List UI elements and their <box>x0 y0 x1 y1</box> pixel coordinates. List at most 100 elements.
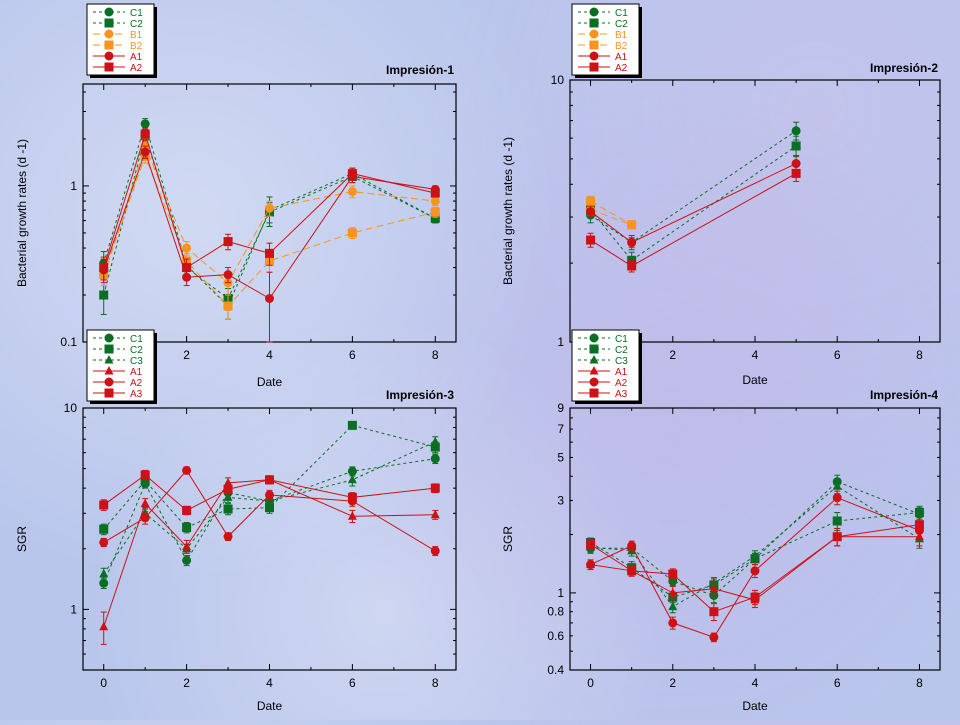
x-tick-label: 6 <box>834 348 841 362</box>
legend-label: C3 <box>130 356 143 367</box>
data-point <box>347 511 357 520</box>
legend-marker <box>589 366 599 375</box>
legend-marker <box>589 333 599 343</box>
series-line <box>590 145 797 261</box>
x-tick-label: 4 <box>266 676 273 690</box>
x-tick-label: 6 <box>834 676 841 690</box>
data-point <box>182 505 192 515</box>
legend-marker <box>589 29 599 39</box>
plot-frame <box>569 79 941 343</box>
data-point <box>140 119 150 129</box>
data-point <box>668 601 678 611</box>
data-point <box>223 301 233 311</box>
y-tick-label: 10 <box>64 401 78 415</box>
x-axis-label: Date <box>742 699 768 713</box>
data-point <box>265 248 274 258</box>
legend-label: B1 <box>615 30 628 41</box>
chart-panel-1: 0.1 1 2 4 6 8 Date Bacterial growth rates (d -1… <box>15 63 457 389</box>
data-point <box>430 546 440 556</box>
x-tick-label: 4 <box>752 348 759 362</box>
data-point <box>182 243 192 253</box>
data-point <box>627 237 637 247</box>
legend-label: A1 <box>130 367 143 378</box>
data-point <box>182 465 192 475</box>
legend-label: A2 <box>130 378 143 389</box>
data-point <box>347 492 357 502</box>
data-point <box>223 492 233 501</box>
legend-marker <box>104 366 114 375</box>
data-point <box>832 532 842 542</box>
legend-marker <box>589 51 599 61</box>
data-point <box>627 261 637 271</box>
series-c1 <box>586 474 924 604</box>
legend-label: C1 <box>130 8 143 19</box>
data-point <box>265 203 274 213</box>
data-point <box>709 583 719 593</box>
legend-marker <box>104 18 114 28</box>
series-a3 <box>99 469 440 516</box>
data-point <box>347 420 357 430</box>
data-point <box>223 477 233 487</box>
x-tick-label: 4 <box>752 676 759 690</box>
data-point <box>586 196 596 206</box>
chart-title: Impresión-3 <box>386 388 454 402</box>
series-line <box>590 481 920 597</box>
y-tick-label: 0.1 <box>60 335 77 349</box>
data-point <box>99 537 109 547</box>
legend-label: A2 <box>130 63 143 74</box>
data-point <box>223 237 233 247</box>
data-point <box>265 496 274 505</box>
data-point <box>265 293 274 303</box>
chart-title: Impresión-1 <box>386 63 454 77</box>
series-line <box>590 485 920 608</box>
data-point <box>627 566 637 576</box>
y-axis-label: Bacterial growth rates (d -1) <box>501 137 515 285</box>
y-tick-label: 1 <box>70 179 77 193</box>
y-tick-label: 5 <box>557 450 564 464</box>
data-point <box>430 196 440 206</box>
data-point <box>914 520 924 530</box>
data-point <box>709 607 719 617</box>
data-point <box>832 516 842 526</box>
data-point <box>223 504 233 514</box>
data-point <box>140 476 150 486</box>
legend-label: A3 <box>130 389 143 400</box>
data-point <box>99 290 109 300</box>
data-point <box>182 263 192 273</box>
data-point <box>140 498 150 508</box>
data-point <box>99 524 109 534</box>
legend-label: C2 <box>615 19 628 30</box>
data-point <box>430 436 440 446</box>
chart-title: Impresión-2 <box>870 61 938 75</box>
legend-label: A1 <box>615 52 628 63</box>
data-point <box>223 270 233 280</box>
legend-box <box>571 3 640 76</box>
y-tick-label: 0.8 <box>547 605 564 619</box>
data-point <box>347 169 357 179</box>
data-point <box>668 587 678 597</box>
data-point <box>182 541 192 551</box>
x-tick-label: 8 <box>432 676 439 690</box>
data-point <box>586 206 596 216</box>
legend-marker <box>589 62 599 72</box>
data-point <box>99 568 109 578</box>
x-tick-label: 2 <box>183 676 190 690</box>
legend-label: A2 <box>615 378 628 389</box>
series-a2 <box>586 490 924 643</box>
legend-marker <box>104 29 114 39</box>
x-tick-label: 6 <box>349 348 356 362</box>
legend-marker <box>589 40 599 50</box>
data-point <box>430 188 440 198</box>
y-tick-label: 1 <box>557 586 564 600</box>
legend-label: B2 <box>130 41 143 52</box>
x-tick-label: 2 <box>669 348 676 362</box>
legend-label: C1 <box>615 8 628 19</box>
data-point <box>347 228 357 238</box>
data-point <box>627 220 637 230</box>
series-c1 <box>99 453 440 589</box>
data-point <box>430 509 440 519</box>
x-axis-label: Date <box>742 373 768 387</box>
legend-marker <box>104 51 114 61</box>
